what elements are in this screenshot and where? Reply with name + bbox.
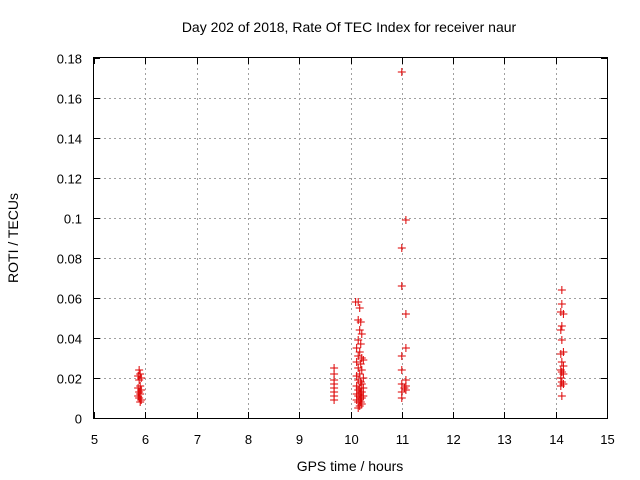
- data-point: [401, 344, 410, 352]
- grid-lines: [94, 58, 607, 418]
- data-point: [556, 350, 565, 358]
- data-point: [557, 336, 566, 344]
- x-tick-label: 8: [245, 432, 252, 447]
- data-point: [556, 374, 565, 382]
- y-tick-label: 0.08: [57, 252, 82, 267]
- x-tick-label: 9: [296, 432, 303, 447]
- data-point: [330, 396, 339, 404]
- data-point: [397, 394, 406, 402]
- chart-title: Day 202 of 2018, Rate Of TEC Index for r…: [182, 19, 517, 35]
- data-point: [557, 358, 566, 366]
- y-tick-label: 0.04: [57, 332, 82, 347]
- y-tick-label: 0.06: [57, 292, 82, 307]
- data-point: [557, 392, 566, 400]
- y-tick-label: 0.14: [57, 132, 82, 147]
- data-point: [559, 310, 568, 318]
- data-point: [357, 366, 366, 374]
- y-tick-label: 0: [75, 412, 82, 427]
- data-point: [401, 310, 410, 318]
- data-point: [557, 368, 566, 376]
- data-point: [137, 386, 146, 394]
- data-point: [135, 394, 144, 402]
- data-point: [397, 68, 406, 76]
- x-tick-label: 11: [396, 432, 410, 447]
- x-tick-label: 5: [91, 432, 98, 447]
- data-point: [355, 326, 364, 334]
- x-tick-label: 14: [549, 432, 563, 447]
- data-points: [134, 68, 568, 412]
- data-point: [356, 378, 365, 386]
- data-point: [137, 396, 146, 404]
- data-point: [557, 286, 566, 294]
- x-tick-label: 6: [142, 432, 149, 447]
- x-axis-label: GPS time / hours: [297, 458, 404, 474]
- y-tick-label: 0.12: [57, 172, 82, 187]
- x-tick-label: 15: [600, 432, 614, 447]
- data-point: [556, 382, 565, 390]
- data-point: [556, 326, 565, 334]
- data-point: [354, 404, 363, 412]
- data-point: [397, 244, 406, 252]
- data-point: [401, 386, 410, 394]
- y-tick-label: 0.02: [57, 372, 82, 387]
- data-point: [356, 340, 365, 348]
- data-point: [557, 378, 566, 386]
- x-tick-label: 13: [497, 432, 511, 447]
- data-point: [352, 358, 361, 366]
- data-point: [355, 402, 364, 410]
- data-point: [354, 364, 363, 372]
- data-point: [354, 352, 363, 360]
- data-point: [397, 352, 406, 360]
- data-point: [137, 374, 146, 382]
- data-point: [397, 366, 406, 374]
- axis-ticks: 5 6 7 8 9 10 11 12 13 14 15 0 0.02 0.04 0.06 0.08 0.1 0.1…: [57, 52, 615, 448]
- x-tick-label: 10: [344, 432, 358, 447]
- data-point: [352, 372, 361, 380]
- data-point: [357, 330, 366, 338]
- data-point: [135, 376, 144, 384]
- y-axis-label: ROTI / TECUs: [5, 193, 21, 283]
- data-point: [355, 304, 364, 312]
- data-point: [136, 382, 145, 390]
- data-point: [397, 282, 406, 290]
- y-tick-label: 0.18: [57, 52, 82, 67]
- data-point: [136, 370, 145, 378]
- data-point: [356, 398, 365, 406]
- data-point: [357, 380, 366, 388]
- data-point: [136, 398, 145, 406]
- data-point: [354, 298, 363, 306]
- data-point: [135, 366, 144, 374]
- data-point: [557, 322, 566, 330]
- y-tick-label: 0.1: [64, 212, 82, 227]
- data-point: [401, 216, 410, 224]
- data-point: [357, 400, 366, 408]
- data-point: [357, 354, 366, 362]
- data-point: [356, 318, 365, 326]
- data-point: [355, 348, 364, 356]
- data-point: [557, 300, 566, 308]
- x-tick-label: 12: [446, 432, 460, 447]
- y-tick-label: 0.16: [57, 92, 82, 107]
- plot-frame: [93, 57, 608, 419]
- data-point: [136, 390, 145, 398]
- x-tick-label: 7: [194, 432, 201, 447]
